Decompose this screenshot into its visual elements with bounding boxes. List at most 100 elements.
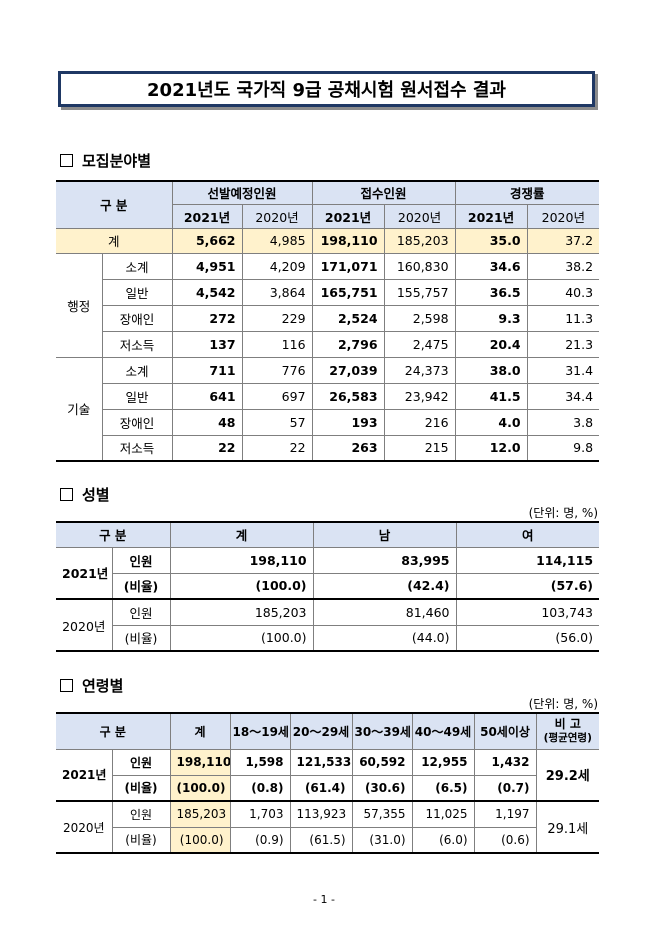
header-note-title: 비 고 [554, 717, 581, 732]
cell: 137 [171, 330, 243, 358]
row-label: (비율) [111, 624, 171, 652]
gender-table: 구 분 계 남 여 2021년 인원 198,110 83,995 114,11… [56, 521, 600, 652]
cell: 185,203 [383, 227, 456, 254]
cell: 11.3 [526, 304, 600, 332]
cell: 20.4 [454, 330, 528, 358]
header-total: 계 [169, 521, 314, 548]
row-label: (비율) [111, 572, 171, 600]
cell: 57,355 [351, 800, 413, 828]
section-heading-age: 연령별 [60, 675, 123, 696]
age-table: 구 분 계 18～19세 20～29세 30～39세 40～49세 50세이상 … [56, 712, 600, 854]
cell: 198,110 [311, 227, 385, 254]
header-planned: 선발예정인원 [171, 180, 313, 205]
row-label: 인원 [111, 800, 171, 828]
cell: 2,524 [311, 304, 385, 332]
row-label: 저소득 [101, 434, 173, 462]
table-row: 행정 소계 4,951 4,209 171,071 160,830 34.6 3… [56, 252, 600, 358]
header-year-2021: 2021년 [311, 203, 385, 229]
header-gubun: 구 분 [56, 712, 171, 750]
table-row: 일반 641 697 26,583 23,942 41.5 34.4 [56, 382, 600, 410]
header-age-18-19: 18～19세 [229, 712, 291, 750]
header-male: 남 [312, 521, 457, 548]
document-title-text: 2021년도 국가직 9급 공채시험 원서접수 결과 [147, 80, 506, 101]
row-label: 인원 [111, 598, 171, 626]
row-label: 소계 [101, 252, 173, 280]
year-label: 2021년 [56, 546, 113, 600]
cell: 193 [311, 408, 385, 436]
unit-label: (단위: 명, %) [528, 697, 598, 711]
cell: (100.0) [169, 624, 314, 652]
row-label: 계 [56, 227, 173, 254]
header-year-2020: 2020년 [526, 203, 600, 229]
cell: 1,703 [229, 800, 291, 828]
cell: 12.0 [454, 434, 528, 462]
cell: 35.0 [454, 227, 528, 254]
cell: 263 [311, 434, 385, 462]
row-label: 장애인 [101, 408, 173, 436]
year-label: 2020년 [56, 598, 113, 652]
group-label: 기술 [56, 356, 103, 462]
cell: 711 [171, 356, 243, 384]
cell: 41.5 [454, 382, 528, 410]
cell: 36.5 [454, 278, 528, 306]
cell: (0.9) [229, 826, 291, 854]
header-age-50-plus: 50세이상 [473, 712, 537, 750]
table-row: 일반 4,542 3,864 165,751 155,757 36.5 40.3 [56, 278, 600, 306]
table-row: 2020년 인원 185,203 81,460 103,743 [56, 598, 600, 652]
avg-age: 29.1세 [535, 800, 600, 854]
cell: 4,209 [241, 252, 313, 280]
cell: 4.0 [454, 408, 528, 436]
header-total: 계 [169, 712, 231, 750]
cell: (44.0) [312, 624, 457, 652]
cell: 641 [171, 382, 243, 410]
cell: (0.7) [473, 774, 537, 802]
cell: 116 [241, 330, 313, 358]
table-row: (비율) (100.0) (0.9) (61.5) (31.0) (6.0) (… [56, 826, 599, 854]
cell: 2,796 [311, 330, 385, 358]
cell: 4,542 [171, 278, 243, 306]
header-gubun: 구 분 [56, 521, 171, 548]
table-row: 장애인 48 57 193 216 4.0 3.8 [56, 408, 600, 436]
cell: 12,955 [411, 748, 475, 776]
cell: (30.6) [351, 774, 413, 802]
cell: 1,432 [473, 748, 537, 776]
cell: 38.2 [526, 252, 600, 280]
page-number: - 1 - [313, 893, 335, 906]
cell: 198,110 [169, 546, 314, 574]
header-note-sub: (평균연령) [543, 732, 592, 745]
cell: (56.0) [455, 624, 600, 652]
row-label: (비율) [111, 774, 171, 802]
cell: (61.5) [289, 826, 353, 854]
section-heading-text: 모집분야별 [82, 152, 152, 170]
cell: 776 [241, 356, 313, 384]
cell: (0.6) [473, 826, 537, 854]
table-row: 2021년 인원 198,110 83,995 114,115 [56, 546, 600, 600]
table-row: 장애인 272 229 2,524 2,598 9.3 11.3 [56, 304, 600, 332]
unit-label: (단위: 명, %) [528, 506, 598, 520]
cell: 114,115 [455, 546, 600, 574]
cell: 5,662 [171, 227, 243, 254]
table-row: 2020년 인원 185,203 1,703 113,923 57,355 11… [56, 800, 600, 854]
cell: 31.4 [526, 356, 600, 384]
header-age-20-29: 20～29세 [289, 712, 353, 750]
cell: 9.3 [454, 304, 528, 332]
section-heading-field: 모집분야별 [60, 150, 151, 171]
cell: 3,864 [241, 278, 313, 306]
cell: 83,995 [312, 546, 457, 574]
row-label: 장애인 [101, 304, 173, 332]
cell: 2,598 [383, 304, 456, 332]
header-year-2021: 2021년 [454, 203, 528, 229]
row-label: 소계 [101, 356, 173, 384]
section-heading-text: 성별 [82, 486, 110, 504]
header-year-2020: 2020년 [241, 203, 313, 229]
year-label: 2020년 [56, 800, 113, 854]
cell: 2,475 [383, 330, 456, 358]
table-row: (비율) (100.0) (0.8) (61.4) (30.6) (6.5) (… [56, 774, 600, 802]
cell: 60,592 [351, 748, 413, 776]
cell: 1,197 [473, 800, 537, 828]
cell: 113,923 [289, 800, 353, 828]
cell: 26,583 [311, 382, 385, 410]
cell: (100.0) [169, 826, 231, 854]
cell: 215 [383, 434, 456, 462]
document-title: 2021년도 국가직 9급 공채시험 원서접수 결과 [58, 71, 595, 107]
